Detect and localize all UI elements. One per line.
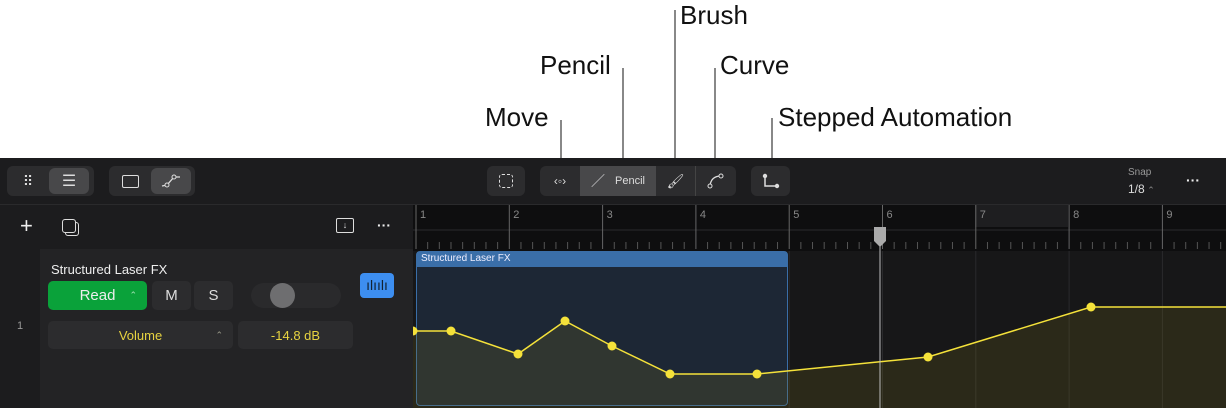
rectangle-icon xyxy=(121,174,139,188)
stepped-automation-button[interactable] xyxy=(751,166,790,196)
pencil-label: Pencil xyxy=(615,175,645,187)
bar-number: 5 xyxy=(793,209,799,221)
curve-tool-button[interactable] xyxy=(696,166,736,196)
marquee-icon xyxy=(499,174,513,188)
snap-selector[interactable]: 1/8 ⌃ xyxy=(1128,182,1155,196)
waveform-button[interactable]: ılıılı xyxy=(360,273,394,298)
parameter-select[interactable]: Volume ⌃ xyxy=(48,321,233,349)
automation-mode-select[interactable]: Read ⌃ xyxy=(48,281,147,310)
annotation-line xyxy=(622,68,624,168)
pan-knob[interactable] xyxy=(270,283,295,308)
audio-region[interactable]: Structured Laser FX xyxy=(416,251,788,406)
toolbar: ⠿ ☰ ‹◦› ／ Pencil 🖌 Snap 1/8 ⌃ ··· xyxy=(0,158,1226,205)
pan-slider[interactable] xyxy=(251,283,341,308)
track-lane-bg xyxy=(413,251,1226,408)
track-number: 1 xyxy=(17,320,24,332)
tracks-icon: ☰ xyxy=(61,173,77,190)
tracks-view-button[interactable]: ☰ xyxy=(49,168,89,194)
annotation-line xyxy=(714,68,716,168)
automation-icon xyxy=(161,174,180,188)
mute-button[interactable]: M xyxy=(152,281,191,310)
annotation-brush: Brush xyxy=(680,0,748,30)
playhead-handle xyxy=(874,227,886,247)
track-options-button[interactable]: ··· xyxy=(377,217,391,233)
waveform-icon: ılıılı xyxy=(366,277,388,293)
annotation-stepped: Stepped Automation xyxy=(778,102,1013,132)
cycle-area xyxy=(975,205,1068,227)
bar-number: 6 xyxy=(887,209,893,221)
automation-point xyxy=(560,316,570,326)
snap-label: Snap xyxy=(1128,167,1152,178)
automation-point xyxy=(1086,302,1096,312)
automation-point xyxy=(413,326,418,336)
move-icon: ‹◦› xyxy=(553,174,567,188)
automation-point xyxy=(446,326,456,336)
bar-number: 3 xyxy=(607,209,613,221)
pencil-tool-button[interactable]: ／ Pencil xyxy=(580,166,656,196)
automation-lane[interactable] xyxy=(413,205,1226,408)
parameter-value: Volume xyxy=(118,327,163,343)
solo-button[interactable]: S xyxy=(194,281,233,310)
stepped-icon xyxy=(762,173,779,189)
duplicate-track-button[interactable] xyxy=(62,219,76,233)
bar-number: 1 xyxy=(420,209,426,221)
snap-value: 1/8 xyxy=(1128,182,1145,196)
automation-point xyxy=(752,369,762,379)
pencil-icon: ／ xyxy=(591,173,606,189)
timeline-canvas: 1 2 3 4 5 6 7 8 9 xyxy=(413,205,1226,408)
more-button[interactable]: ··· xyxy=(1186,172,1200,188)
annotation-line xyxy=(674,10,676,168)
bar-number: 2 xyxy=(513,209,519,221)
select-tool-button[interactable] xyxy=(487,166,525,196)
add-track-button[interactable]: + xyxy=(20,213,33,238)
bar-number: 9 xyxy=(1166,209,1172,221)
bar-number: 7 xyxy=(980,209,986,221)
bar-number: 4 xyxy=(700,209,706,221)
annotation-curve: Curve xyxy=(720,50,790,80)
automation-view-button[interactable] xyxy=(151,168,191,194)
parameter-value-field[interactable]: -14.8 dB xyxy=(238,321,353,349)
annotation-move: Move xyxy=(485,102,549,132)
brush-icon: 🖌 xyxy=(666,172,685,189)
automation-fill xyxy=(413,307,1226,408)
region-view-button[interactable] xyxy=(109,166,151,196)
annotation-line xyxy=(771,118,773,168)
automation-line xyxy=(413,306,1226,375)
automation-point xyxy=(513,349,523,359)
move-tool-button[interactable]: ‹◦› xyxy=(540,166,580,196)
grid-icon: ⠿ xyxy=(22,172,34,189)
download-button[interactable]: ↓ xyxy=(336,218,354,233)
automation-mode-value: Read xyxy=(79,287,116,304)
brush-tool-button[interactable]: 🖌 xyxy=(656,166,696,196)
automation-point xyxy=(607,341,617,351)
bar-number: 8 xyxy=(1073,209,1079,221)
region-name: Structured Laser FX xyxy=(417,252,787,267)
annotation-pencil: Pencil xyxy=(540,50,611,80)
track-name: Structured Laser FX xyxy=(51,262,168,277)
annotation-line xyxy=(560,120,562,168)
timeline[interactable]: 1 2 3 4 5 6 7 8 9 Structured Laser FX xyxy=(413,205,1226,408)
track-header-panel: + ↓ ··· Structured Laser FX Read ⌃ M S ıl… xyxy=(0,205,413,408)
grid-view-button[interactable]: ⠿ xyxy=(7,166,49,196)
curve-icon xyxy=(707,173,724,189)
track-header[interactable]: Structured Laser FX Read ⌃ M S ılıılı Vol… xyxy=(40,249,413,408)
automation-point xyxy=(923,352,933,362)
automation-point xyxy=(665,369,675,379)
